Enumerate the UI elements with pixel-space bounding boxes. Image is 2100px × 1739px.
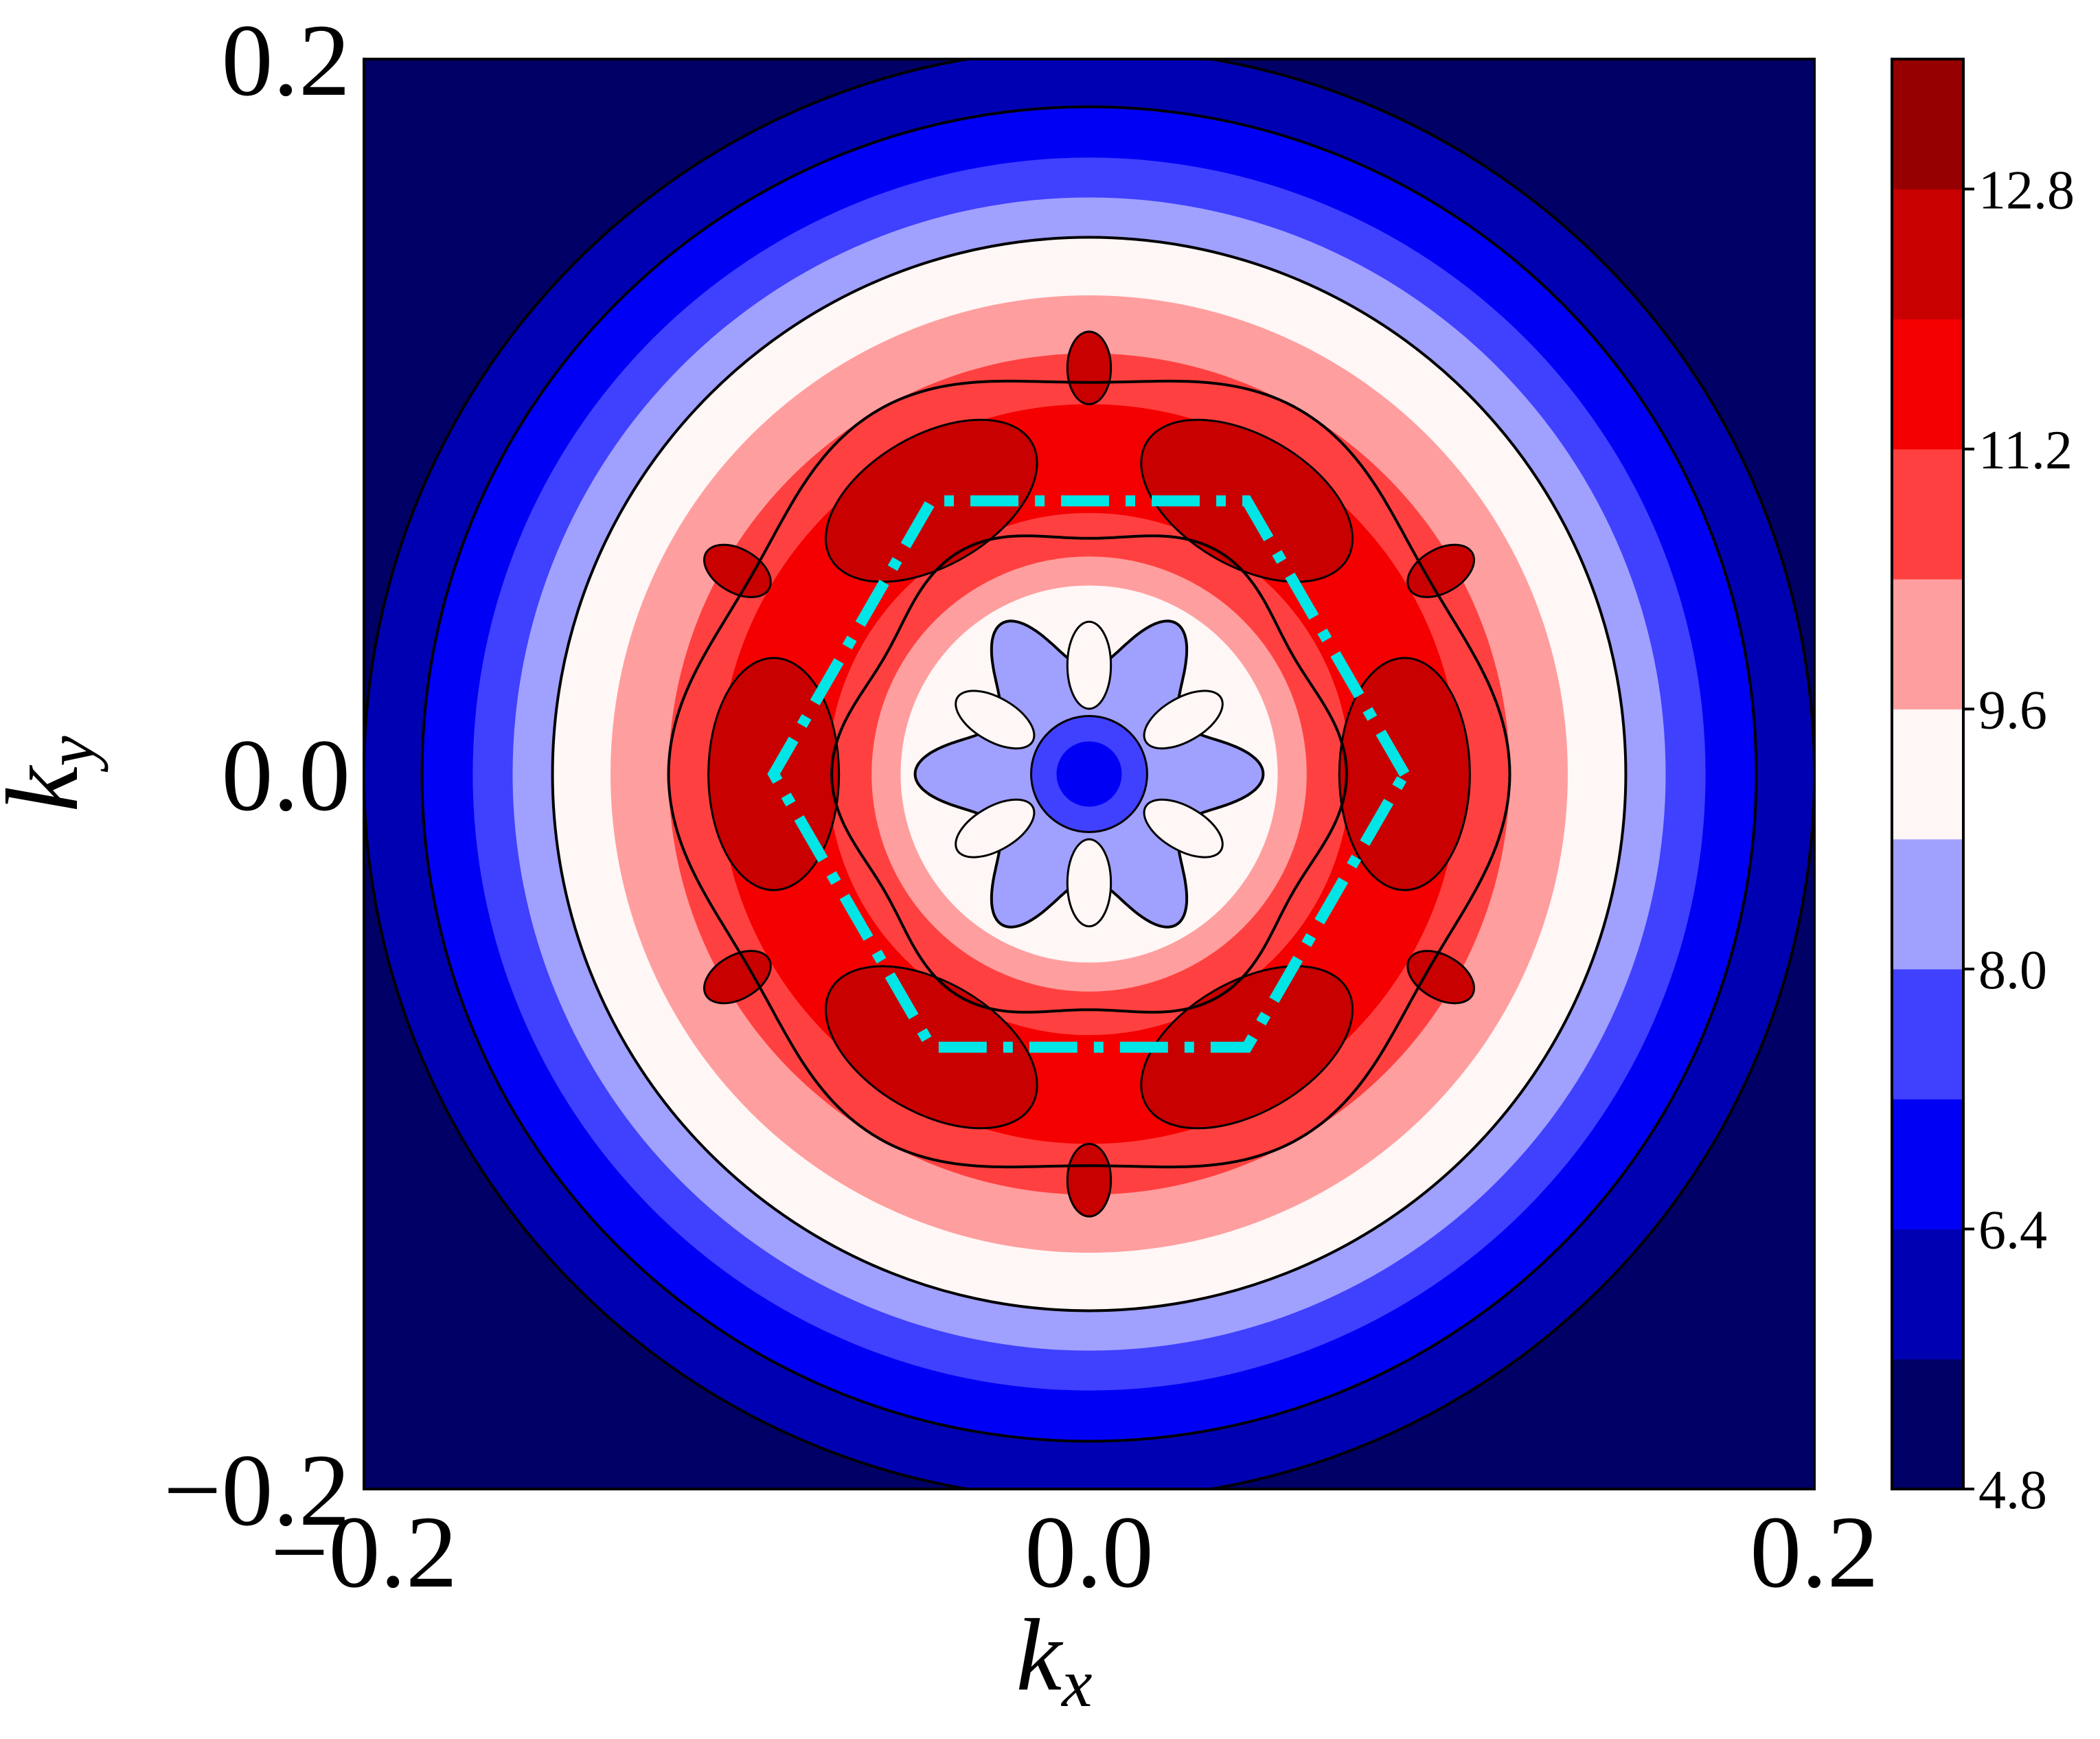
y-axis-ticks: −0.2 0.0 0.2 (163, 3, 350, 1547)
y-axis-label-group: ky (0, 736, 109, 812)
y-tick-label-1: 0.0 (222, 718, 351, 832)
colorbar-tick-label-4: 11.2 (1978, 420, 2073, 481)
contour-circle-0 (551, 236, 1628, 1312)
colorbar-segment-5 (1892, 709, 1963, 840)
satellite-blob-1 (1066, 330, 1112, 405)
satellite-blob-3 (703, 950, 772, 1005)
colorbar-segment-0 (1892, 1359, 1963, 1490)
colorbar-segment-2 (1892, 1099, 1963, 1229)
colorbar-tick-label-3: 9.6 (1978, 680, 2047, 740)
central-star-pattern (913, 620, 1265, 929)
colorbar-tick-label-5: 12.8 (1978, 160, 2075, 220)
colorbar-segment-7 (1892, 448, 1963, 580)
inner-wavy-contour (830, 534, 1348, 1014)
brillouin-zone-hexagon (767, 495, 1411, 1053)
star-loop-4 (1066, 838, 1112, 928)
colorbar-tick-label-0: 4.8 (1978, 1460, 2047, 1521)
satellite-blob-0 (1406, 543, 1476, 598)
colorbar-tick-label-1: 6.4 (1978, 1200, 2047, 1260)
y-tick-label-2: 0.2 (222, 3, 351, 117)
x-axis-label-main: k (1016, 1598, 1064, 1712)
x-tick-label-1: 0.0 (1025, 1495, 1154, 1609)
colorbar-segment-4 (1892, 839, 1963, 970)
x-axis-ticks: −0.2 0.0 0.2 (271, 1495, 1879, 1609)
x-axis-label: kx (1016, 1598, 1093, 1721)
plot-area (364, 59, 1814, 1489)
star-loop-2 (955, 690, 1036, 750)
colorbar-segment-3 (1892, 968, 1963, 1100)
star-loop-3 (955, 798, 1036, 859)
star-loop-5 (1143, 798, 1224, 859)
colorbar-segment-6 (1892, 579, 1963, 709)
outer-wavy-contour (667, 379, 1511, 1169)
core-center (1056, 741, 1122, 807)
y-axis-label-main: k (0, 764, 100, 812)
x-tick-label-0: −0.2 (271, 1495, 457, 1609)
x-axis-label-sub: x (1060, 1645, 1092, 1721)
colorbar (1892, 59, 1963, 1490)
contour-circle-1 (420, 105, 1758, 1443)
satellite-blob-4 (1066, 1143, 1112, 1218)
colorbar-tick-label-2: 8.0 (1978, 940, 2047, 1001)
star-loop-0 (1143, 690, 1224, 750)
x-tick-label-2: 0.2 (1750, 1495, 1879, 1609)
y-axis-label: ky (0, 736, 109, 812)
y-axis-label-sub: y (32, 736, 109, 773)
colorbar-segment-10 (1892, 59, 1963, 190)
colorbar-segment-8 (1892, 319, 1963, 450)
colorbar-segment-1 (1892, 1229, 1963, 1360)
colorbar-ticks: 4.8 6.4 8.0 9.6 11.2 12.8 (1963, 160, 2075, 1521)
star-loop-1 (1066, 620, 1112, 710)
plot-frame (363, 58, 1816, 1490)
satellite-blob-5 (1406, 950, 1476, 1005)
y-tick-label-0: −0.2 (163, 1433, 350, 1547)
contour-lines (364, 59, 1814, 1489)
colorbar-frame (1891, 58, 1965, 1490)
colorbar-segment-9 (1892, 189, 1963, 320)
satellite-blob-2 (703, 543, 772, 598)
